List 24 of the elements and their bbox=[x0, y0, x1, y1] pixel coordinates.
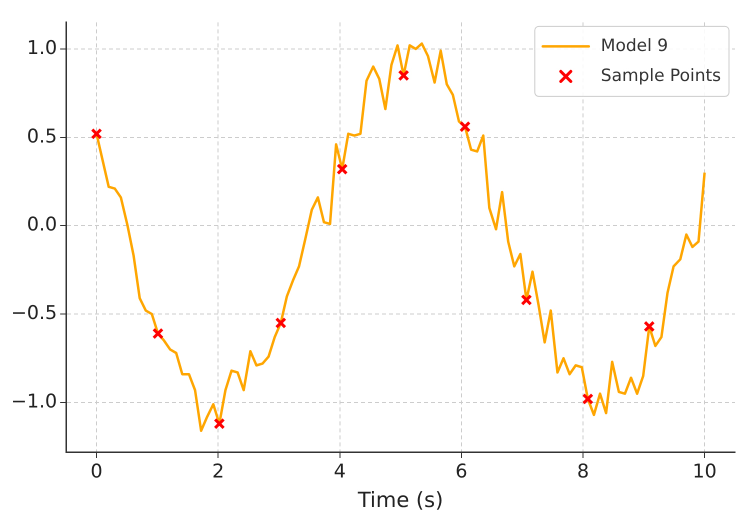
point bbox=[214, 418, 226, 430]
x-axis-title: Time (s) bbox=[356, 488, 444, 512]
y-tick-label: 0.0 bbox=[26, 214, 58, 236]
legend-label: Sample Points bbox=[600, 66, 722, 86]
x-tick-label: 8 bbox=[576, 460, 590, 482]
y-tick-label: −0.5 bbox=[10, 302, 58, 324]
legend-label: Model 9 bbox=[600, 36, 668, 56]
point bbox=[520, 294, 532, 306]
point bbox=[152, 328, 164, 340]
point bbox=[459, 120, 471, 132]
x-tick-label: 6 bbox=[455, 460, 468, 482]
x-tick-label: 4 bbox=[334, 460, 346, 482]
y-tick-label: 0.5 bbox=[26, 125, 58, 148]
y-tick-label: −1.0 bbox=[10, 390, 58, 412]
y-tick-label: 1.0 bbox=[26, 36, 58, 59]
x-tick-label: 10 bbox=[692, 460, 717, 482]
point bbox=[644, 320, 656, 332]
point bbox=[398, 70, 410, 82]
x-tick-label: 2 bbox=[212, 460, 224, 482]
point bbox=[336, 163, 348, 175]
point bbox=[582, 393, 594, 405]
x-tick-label: 0 bbox=[90, 460, 103, 482]
point bbox=[90, 128, 102, 140]
point bbox=[275, 317, 287, 329]
